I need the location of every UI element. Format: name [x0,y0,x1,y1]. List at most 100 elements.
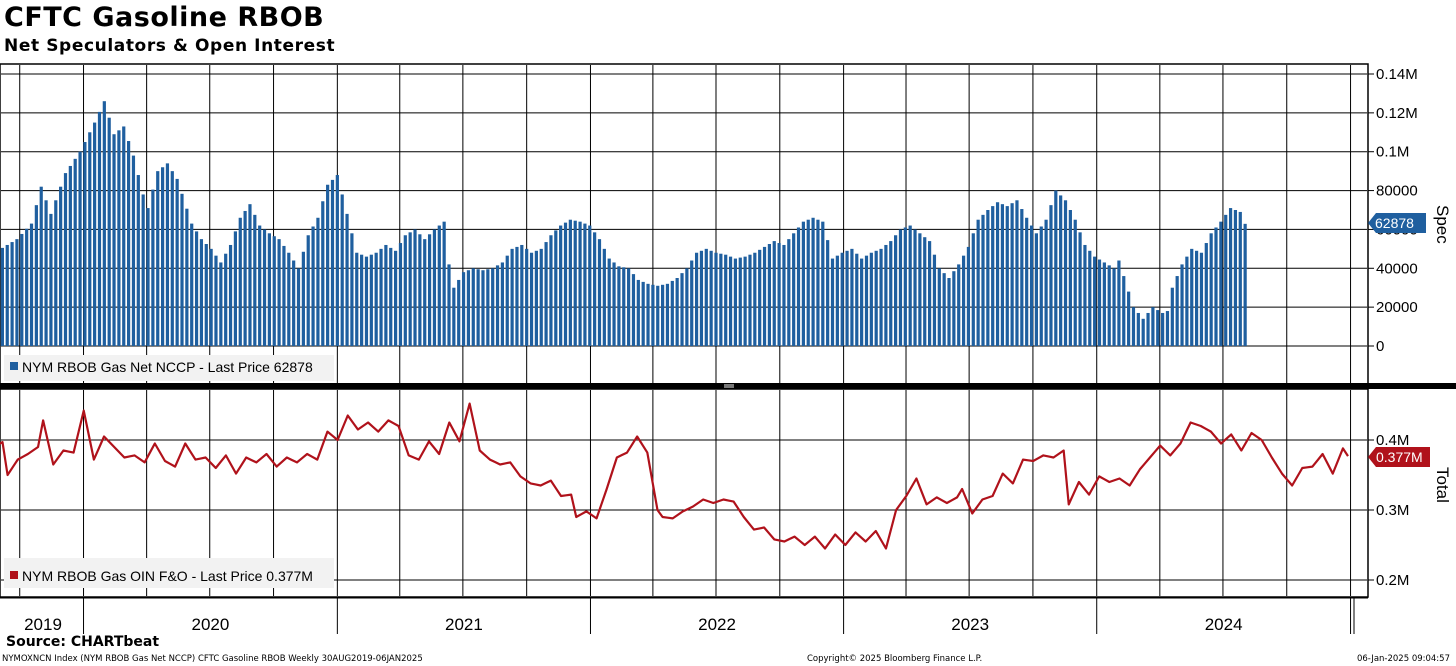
spec-bar [694,252,699,346]
spec-bar [772,241,776,346]
spec-bar [0,247,4,346]
spec-bar [461,272,466,346]
spec-bar [874,250,878,346]
spec-bar [199,239,204,346]
spec-bar [680,273,684,346]
spec-bar [495,265,500,346]
spec-bar [515,246,519,346]
spec-bar [83,142,87,346]
spec-bar [350,233,354,346]
spec-bar [588,225,592,346]
spec-bar [1010,203,1014,346]
spec-bar [646,283,650,346]
spec-bar [427,234,432,346]
spec-bar [374,252,378,346]
spec-bar [151,189,155,346]
spec-bar [25,228,29,346]
spec-bar [845,250,849,346]
spec-bar [898,229,903,346]
x-year-label: 2020 [192,615,230,634]
spec-bar [398,243,403,346]
spec-bar [748,254,752,346]
spec-bar [724,254,728,346]
spec-y-tick-label: 0 [1376,338,1384,355]
spec-bar [617,266,621,346]
spec-bar [811,217,815,346]
spec-bar [20,233,24,346]
spec-bar [602,248,606,346]
spec-bar [418,234,422,346]
spec-bar [486,269,490,346]
spec-bar [855,253,859,346]
spec-axis-label: Spec [1433,205,1452,244]
spec-bar [432,229,437,346]
spec-legend-box [4,355,334,381]
spec-bar [1034,233,1038,346]
spec-bar [952,271,956,346]
spec-bar [995,202,1000,346]
spec-bar [1219,221,1223,346]
spec-bar [180,193,184,346]
spec-bar [607,258,611,346]
spec-bar [253,214,257,346]
spec-last-price-label: 62878 [1375,215,1414,231]
spec-bar [1097,259,1102,346]
spec-bar [758,249,762,346]
spec-bar [709,250,713,346]
x-year-label: 2022 [698,615,736,634]
spec-bar [903,227,907,346]
spec-bar [1112,268,1116,346]
spec-bar [306,235,310,346]
spec-bar [549,235,553,346]
spec-bar [1175,276,1179,346]
spec-bar [787,239,791,346]
spec-bar [248,204,252,346]
spec-bar [932,254,937,346]
spec-bar [238,217,242,346]
spec-bar [869,252,873,346]
oi-last-price-label: 0.377M [1376,449,1423,465]
oi-axis-label: Total [1433,467,1452,503]
spec-bar [981,214,985,346]
spec-bar [258,225,262,346]
spec-bar [1049,205,1053,346]
spec-bar [500,262,504,346]
spec-bar [665,283,670,346]
spec-bar [262,229,267,346]
spec-bar [937,268,941,346]
spec-bar [292,260,296,346]
spec-bar [563,222,568,346]
spec-bar [578,221,582,346]
spec-bar [457,279,461,346]
spec-bar [612,262,616,346]
oi-y-tick-label: 0.2M [1376,572,1409,589]
spec-bar [117,130,121,346]
spec-bar [296,268,301,346]
spec-bar [913,229,917,346]
spec-bar [1209,233,1213,346]
spec-bar [1020,209,1024,346]
spec-bar [738,257,742,346]
spec-bar [1073,219,1077,346]
spec-bar [1025,217,1029,346]
panel-divider-handle[interactable] [724,384,734,388]
spec-bar [1141,318,1145,346]
spec-bar [29,223,34,346]
spec-bar [141,194,145,346]
spec-bar [34,205,38,346]
spec-bar [476,269,480,346]
spec-bar [597,239,602,346]
spec-bar [651,284,655,346]
spec-bar [801,221,805,346]
spec-bar [54,200,58,346]
spec-bar [88,132,92,346]
spec-bar [719,253,723,346]
spec-bar [714,252,718,346]
spec-bar [966,246,971,346]
spec-panel-frame [0,63,1369,385]
spec-bar [340,194,344,346]
spec-bar [1228,208,1233,346]
spec-bar [850,248,854,346]
spec-y-tick-label: 0.12M [1376,105,1418,122]
